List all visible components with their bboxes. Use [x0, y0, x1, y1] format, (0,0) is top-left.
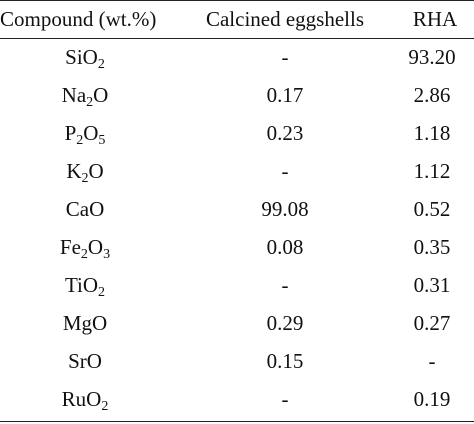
eggshells-value: -: [281, 159, 289, 183]
formula-text: O: [82, 273, 99, 297]
table-header-row: Compound (wt.%) Calcined eggshells RHA: [0, 0, 474, 38]
formula-subscript: 2: [80, 247, 88, 262]
eggshells-value: 99.08: [261, 197, 309, 221]
formula-text: MgO: [62, 311, 108, 335]
formula-text: CaO: [65, 197, 105, 221]
rha-value: 2.86: [413, 83, 451, 107]
table-top-rule: [0, 0, 474, 1]
compound-cell: RuO2: [0, 380, 170, 418]
formula-subscript: 2: [86, 95, 94, 110]
rha-value: -: [428, 349, 436, 373]
compound-cell: Na2O: [0, 76, 170, 114]
compound-cell: SiO2: [0, 38, 170, 76]
rha-value: 93.20: [408, 45, 456, 69]
eggshells-value: 0.17: [266, 83, 304, 107]
table-row: Na2O 0.17 2.86: [0, 76, 474, 114]
eggshells-value: -: [281, 273, 289, 297]
rha-value: 0.35: [413, 235, 451, 259]
formula-text: Ru: [61, 387, 87, 411]
eggshells-value: 0.29: [266, 311, 304, 335]
formula-text: O: [87, 235, 104, 259]
formula-text: Si: [65, 45, 83, 69]
compound-cell: Fe2O3: [0, 228, 170, 266]
rha-value: 1.12: [413, 159, 451, 183]
rha-value: 1.18: [413, 121, 451, 145]
table-row: Fe2O3 0.08 0.35: [0, 228, 474, 266]
eggshells-value: -: [281, 387, 289, 411]
formula-subscript: 2: [76, 133, 84, 148]
table-row: SrO 0.15 -: [0, 342, 474, 380]
formula-text: P: [64, 121, 77, 145]
table-bottom-rule: [0, 421, 474, 422]
formula-text: O: [82, 45, 98, 69]
compound-cell: TiO2: [0, 266, 170, 304]
rha-value: 0.19: [413, 387, 451, 411]
formula-text: Fe: [59, 235, 81, 259]
rha-value: 0.27: [413, 311, 451, 335]
table-header-rule: [0, 38, 474, 39]
formula-subscript: 2: [98, 285, 106, 300]
eggshells-value: 0.23: [266, 121, 304, 145]
eggshells-value: 0.08: [266, 235, 304, 259]
header-calcined-eggshells: Calcined eggshells: [205, 7, 365, 31]
table-row: K2O - 1.12: [0, 152, 474, 190]
table-row: MgO 0.29 0.27: [0, 304, 474, 342]
header-compound: Compound (wt.%): [0, 7, 157, 31]
formula-subscript: 3: [103, 247, 111, 262]
formula-text: O: [88, 159, 104, 183]
formula-text: O: [86, 387, 102, 411]
eggshells-value: -: [281, 45, 289, 69]
compound-cell: P2O5: [0, 114, 170, 152]
formula-text: O: [93, 83, 109, 107]
header-rha: RHA: [412, 7, 458, 31]
table-row: P2O5 0.23 1.18: [0, 114, 474, 152]
eggshells-value: 0.15: [266, 349, 304, 373]
formula-subscript: 2: [101, 399, 109, 414]
formula-text: Na: [61, 83, 87, 107]
table-row: SiO2 - 93.20: [0, 38, 474, 76]
compound-cell: CaO: [0, 190, 170, 228]
compound-cell: MgO: [0, 304, 170, 342]
formula-subscript: 2: [97, 57, 105, 72]
formula-text: Ti: [64, 273, 83, 297]
formula-subscript: 5: [98, 133, 106, 148]
compound-cell: K2O: [0, 152, 170, 190]
table-row: TiO2 - 0.31: [0, 266, 474, 304]
table-row: RuO2 - 0.19: [0, 380, 474, 418]
rha-value: 0.31: [413, 273, 451, 297]
formula-subscript: 2: [81, 171, 89, 186]
formula-text: O: [83, 121, 99, 145]
formula-text: K: [66, 159, 82, 183]
table-row: CaO 99.08 0.52: [0, 190, 474, 228]
formula-text: SrO: [68, 349, 102, 373]
compound-cell: SrO: [0, 342, 170, 380]
rha-value: 0.52: [413, 197, 451, 221]
